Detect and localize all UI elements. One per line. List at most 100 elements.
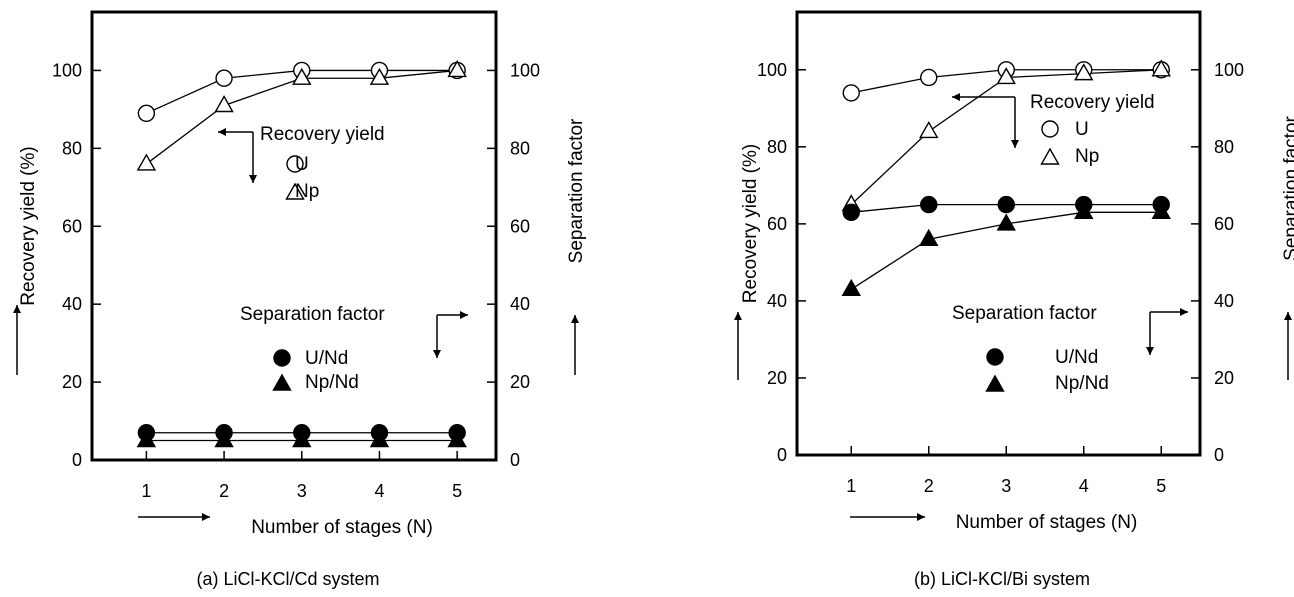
- legend-npnd-marker: [985, 374, 1005, 392]
- data-point-np: [369, 67, 390, 85]
- y-tick-label: 0: [72, 450, 82, 470]
- legend-yield-title: Recovery yield: [1030, 92, 1155, 113]
- y-tick-label: 20: [767, 368, 787, 388]
- data-point-np: [1151, 59, 1171, 77]
- y2-tick-label: 80: [1214, 137, 1234, 157]
- data-point-u: [215, 69, 233, 87]
- legend-und-label: U/Nd: [305, 348, 348, 369]
- x-tick-label: 5: [452, 481, 462, 501]
- y2-tick-label: 20: [1214, 368, 1234, 388]
- y-tick-label: 40: [767, 291, 787, 311]
- x-tick-label: 4: [374, 481, 384, 501]
- legend-sep-down-head: [1146, 347, 1154, 355]
- legend-yield-arrow-head: [952, 93, 960, 101]
- x-arrow-head: [202, 513, 210, 521]
- y2-tick-label: 100: [1214, 60, 1244, 80]
- x-tick-label: 3: [297, 481, 307, 501]
- y-arrow-head: [13, 305, 21, 313]
- data-point-np: [292, 67, 312, 85]
- x-tick-label: 2: [924, 476, 934, 496]
- y-tick-label: 100: [757, 60, 787, 80]
- data-point-u: [842, 84, 860, 102]
- figure-caption: (b) LiCl-KCl/Bi system: [914, 569, 1090, 589]
- legend-np-marker: [1040, 147, 1060, 165]
- legend-yield-down-head: [1011, 140, 1019, 148]
- legend-np-label: Np: [295, 181, 319, 202]
- data-point-np: [919, 120, 939, 139]
- x-tick-label: 1: [846, 476, 856, 496]
- legend-yield-arrow-head: [218, 128, 226, 136]
- y-tick-label: 60: [767, 214, 787, 234]
- y-tick-label: 80: [62, 138, 82, 158]
- data-point-np-nd: [369, 430, 390, 448]
- y-tick-label: 40: [62, 294, 82, 314]
- legend-und-marker: [273, 349, 291, 367]
- data-point-np: [136, 153, 157, 171]
- y2-tick-label: 80: [510, 138, 530, 158]
- x-arrow-head: [917, 513, 925, 521]
- y-axis-title: Recovery yield (%): [740, 144, 761, 303]
- y-tick-label: 80: [767, 137, 787, 157]
- y2-arrow-head: [571, 315, 579, 323]
- y-arrow-head: [734, 312, 742, 320]
- legend-u-label: U: [1075, 119, 1089, 140]
- legend-sep-down-head: [433, 350, 441, 358]
- y2-tick-label: 60: [1214, 214, 1234, 234]
- legend-sep-arrow-head: [1180, 308, 1188, 316]
- data-point-np-nd: [841, 278, 861, 297]
- data-point-u: [920, 68, 938, 87]
- legend-sep-title: Separation factor: [240, 304, 385, 325]
- legend-und-marker: [986, 348, 1004, 366]
- series-line-np: [850, 69, 1162, 206]
- y-tick-label: 60: [62, 216, 82, 236]
- y2-tick-label: 40: [1214, 291, 1234, 311]
- y2-axis-title: Separation factor: [1281, 115, 1294, 260]
- data-point-np-nd: [136, 430, 157, 448]
- legend-yield-title: Recovery yield: [260, 124, 385, 145]
- x-axis-title: Number of stages (N): [251, 517, 433, 538]
- chart-panel-b: 0 20 40 60 80 100 0 20 40 60 80 100 1 2 3 4 5 Recovery yi…: [734, 10, 1294, 589]
- x-tick-label: 1: [141, 481, 151, 501]
- x-tick-label: 3: [1001, 476, 1011, 496]
- legend-sep-title: Separation factor: [952, 303, 1097, 324]
- legend-u-marker: [286, 155, 304, 173]
- legend-sep-arrow-head: [460, 311, 468, 319]
- data-point-np: [996, 67, 1016, 85]
- legend-np-label: Np: [1075, 146, 1099, 167]
- legend-np-marker: [285, 182, 305, 200]
- y-tick-label: 20: [62, 372, 82, 392]
- y2-axis-title: Separation factor: [566, 118, 587, 263]
- data-point-np: [1074, 63, 1094, 81]
- y2-tick-label: 100: [510, 60, 540, 80]
- data-point-np-nd: [214, 430, 234, 448]
- data-point-np-nd: [1151, 201, 1171, 220]
- data-point-u-nd: [920, 195, 938, 214]
- data-point-np: [447, 60, 467, 78]
- plot-frame: [90, 10, 498, 462]
- y2-tick-label: 60: [510, 216, 530, 236]
- legend-u-marker: [1041, 120, 1059, 138]
- legend-yield-down-head: [249, 175, 257, 183]
- y2-arrow-head: [1284, 312, 1292, 320]
- y-tick-label: 0: [777, 445, 787, 465]
- data-point-np-nd: [292, 430, 312, 448]
- y2-tick-label: 40: [510, 294, 530, 314]
- data-point-np-nd: [447, 430, 467, 448]
- y-tick-label: 100: [52, 60, 82, 80]
- data-point-np-nd: [1074, 201, 1094, 220]
- data-point-np-nd: [919, 228, 939, 246]
- y2-tick-label: 0: [1214, 445, 1224, 465]
- data-point-np-nd: [996, 213, 1016, 231]
- legend-npnd-marker: [272, 373, 292, 391]
- y-axis-title: Recovery yield (%): [18, 146, 39, 305]
- chart-panel-a: 0 20 40 60 80 100 0 20 40 60 80 100 1 2 3 4 5 Recovery yi…: [13, 10, 587, 589]
- x-tick-label: 4: [1079, 476, 1089, 496]
- data-point-u-nd: [997, 195, 1015, 214]
- figure-caption: (a) LiCl-KCl/Cd system: [196, 569, 379, 589]
- x-tick-label: 2: [219, 481, 229, 501]
- data-point-u: [137, 104, 156, 122]
- legend-npnd-label: Np/Nd: [305, 372, 359, 393]
- y2-tick-label: 20: [510, 372, 530, 392]
- legend-und-label: U/Nd: [1055, 347, 1098, 368]
